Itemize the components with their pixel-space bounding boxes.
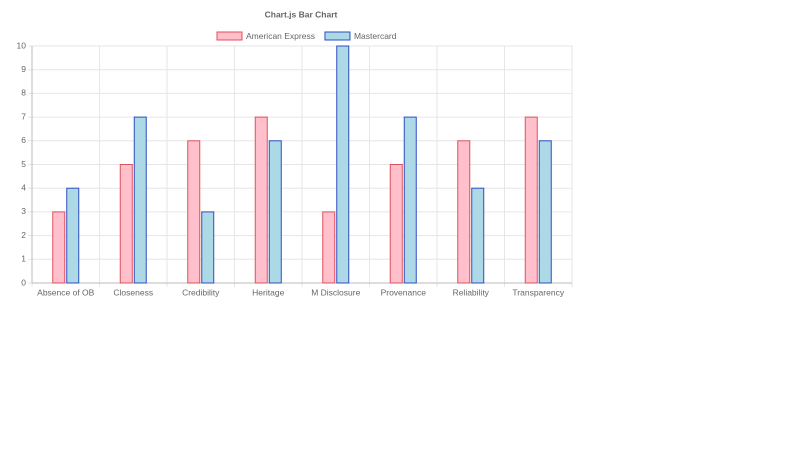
y-tick-label: 9	[21, 64, 26, 74]
y-tick-label: 10	[17, 40, 27, 50]
bar	[268, 140, 282, 284]
legend-swatch	[216, 31, 243, 41]
x-tick-label: Absence of OB	[37, 287, 95, 297]
bar	[254, 116, 268, 284]
y-tick-label: 4	[21, 182, 26, 192]
bar	[538, 140, 552, 284]
bar	[66, 187, 80, 284]
y-tick-label: 2	[21, 230, 26, 240]
bar	[336, 45, 350, 284]
bar	[403, 116, 417, 284]
bar	[187, 140, 201, 284]
bar	[457, 140, 471, 284]
x-tick-label: M Disclosure	[311, 287, 360, 297]
x-tick-label: Closeness	[113, 287, 153, 297]
y-tick-label: 5	[21, 159, 26, 169]
bar	[201, 211, 215, 284]
y-tick-label: 6	[21, 135, 26, 145]
bar	[322, 211, 336, 284]
x-tick-label: Provenance	[381, 287, 427, 297]
bar	[52, 211, 66, 284]
y-tick-label: 7	[21, 111, 26, 121]
legend-swatch	[324, 31, 351, 41]
x-tick-label: Transparency	[512, 287, 564, 297]
y-tick-label: 0	[21, 277, 26, 287]
x-tick-label: Heritage	[252, 287, 284, 297]
chart-title: Chart.js Bar Chart	[265, 9, 338, 19]
bar	[524, 116, 538, 284]
y-tick-label: 8	[21, 88, 26, 98]
y-tick-label: 1	[21, 254, 26, 264]
bar	[133, 116, 147, 284]
y-tick-label: 3	[21, 206, 26, 216]
x-tick-label: Credibility	[182, 287, 220, 297]
bar	[389, 164, 403, 284]
x-tick-label: Reliability	[453, 287, 490, 297]
legend-label: American Express	[246, 31, 315, 41]
legend-label: Mastercard	[354, 31, 397, 41]
bar	[119, 164, 133, 284]
bar	[471, 187, 485, 284]
